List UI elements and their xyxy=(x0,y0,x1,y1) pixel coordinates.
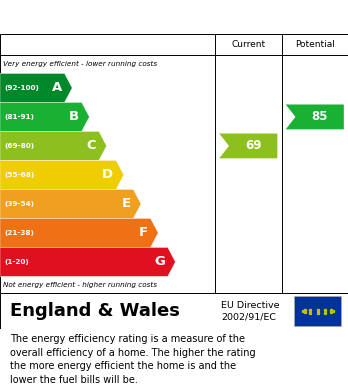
Text: Very energy efficient - lower running costs: Very energy efficient - lower running co… xyxy=(3,61,158,67)
Text: F: F xyxy=(139,226,148,239)
Text: D: D xyxy=(102,169,113,181)
Text: Energy Efficiency Rating: Energy Efficiency Rating xyxy=(7,9,209,25)
Text: EU Directive
2002/91/EC: EU Directive 2002/91/EC xyxy=(221,301,279,322)
Polygon shape xyxy=(219,133,277,158)
Text: (92-100): (92-100) xyxy=(4,85,39,91)
Text: (69-80): (69-80) xyxy=(4,143,34,149)
Text: (81-91): (81-91) xyxy=(4,114,34,120)
Text: (55-68): (55-68) xyxy=(4,172,34,178)
Polygon shape xyxy=(0,219,158,248)
Text: B: B xyxy=(69,110,79,124)
Polygon shape xyxy=(0,74,72,102)
Text: 85: 85 xyxy=(311,110,328,124)
Text: (21-38): (21-38) xyxy=(4,230,34,236)
Polygon shape xyxy=(0,102,89,131)
Text: G: G xyxy=(154,255,165,268)
Text: C: C xyxy=(87,140,96,152)
Polygon shape xyxy=(286,104,344,129)
Polygon shape xyxy=(0,131,106,160)
Text: (39-54): (39-54) xyxy=(4,201,34,207)
Text: Current: Current xyxy=(231,40,266,49)
Text: Potential: Potential xyxy=(295,40,335,49)
Text: 69: 69 xyxy=(245,140,261,152)
Text: A: A xyxy=(52,81,62,94)
Text: England & Wales: England & Wales xyxy=(10,302,180,320)
Polygon shape xyxy=(0,189,141,219)
Polygon shape xyxy=(0,160,124,189)
Text: E: E xyxy=(121,197,130,210)
Text: Not energy efficient - higher running costs: Not energy efficient - higher running co… xyxy=(3,282,158,288)
Polygon shape xyxy=(0,248,175,276)
Bar xyxy=(294,296,341,326)
Text: (1-20): (1-20) xyxy=(4,259,29,265)
Text: The energy efficiency rating is a measure of the
overall efficiency of a home. T: The energy efficiency rating is a measur… xyxy=(10,334,256,385)
